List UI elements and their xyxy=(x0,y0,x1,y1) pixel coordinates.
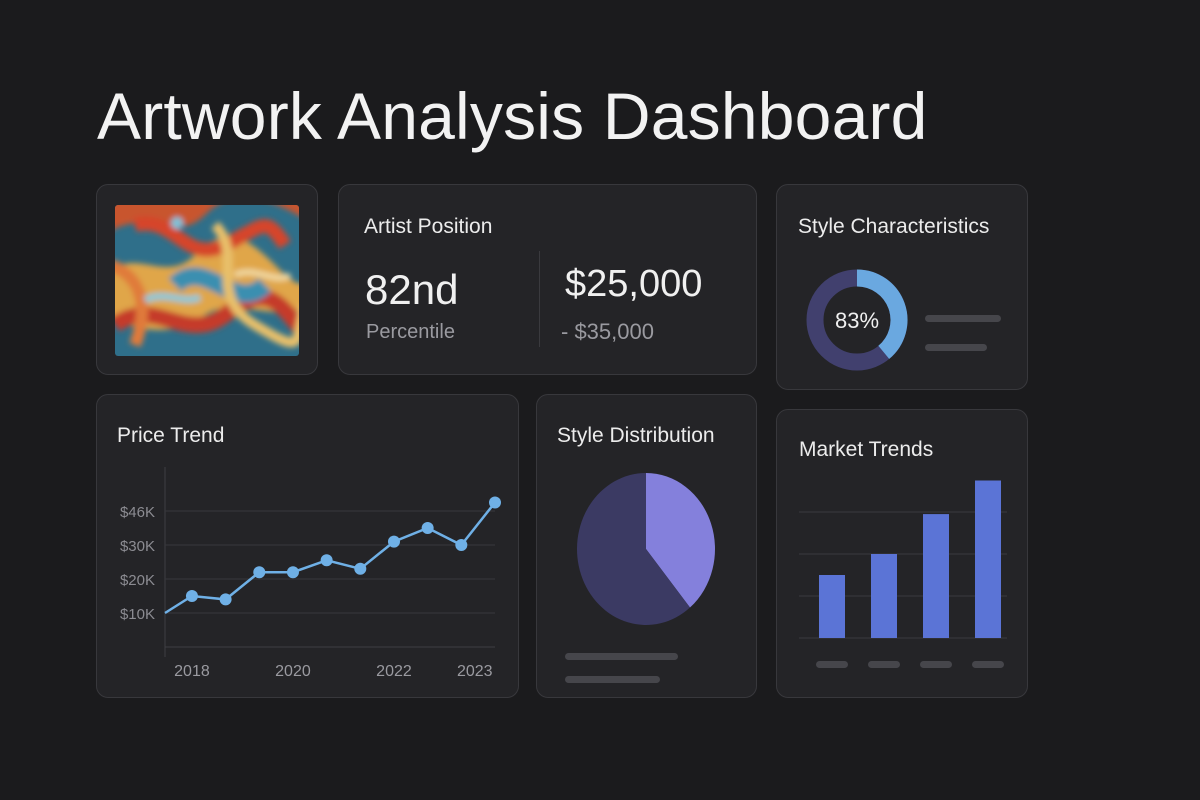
artist-position-card[interactable]: Artist Position 82nd Percentile $25,000 … xyxy=(338,184,757,375)
x-tick-label: 2020 xyxy=(275,663,311,680)
percentile-label: Percentile xyxy=(366,321,455,343)
donut-fill xyxy=(856,269,908,359)
style-donut-chart: 83% xyxy=(806,269,908,371)
y-tick-label: $20K xyxy=(120,572,155,589)
bar xyxy=(819,575,845,638)
market-trends-bar-chart xyxy=(799,480,1007,668)
x-tick-label: 2018 xyxy=(174,663,210,680)
x-tick-label: 2023 xyxy=(457,663,493,680)
data-point xyxy=(354,562,367,575)
market-trends-card[interactable]: Market Trends xyxy=(776,409,1028,698)
percentile-value: 82nd xyxy=(365,266,459,313)
divider xyxy=(539,251,540,347)
data-point xyxy=(253,566,266,579)
y-tick-label: $10K xyxy=(120,606,155,623)
bar xyxy=(923,514,949,638)
artwork-card[interactable] xyxy=(96,184,318,375)
bar-label-placeholder xyxy=(972,661,1004,668)
placeholder-bar xyxy=(925,344,987,351)
data-point xyxy=(489,496,501,509)
price-estimate-range: - $35,000 xyxy=(561,319,654,344)
data-point xyxy=(455,539,468,551)
pie-slice-light xyxy=(646,473,715,608)
data-point xyxy=(185,590,198,602)
abstract-painting-image[interactable] xyxy=(115,205,299,356)
bar xyxy=(975,480,1001,638)
data-point xyxy=(219,593,232,606)
placeholder-bar xyxy=(565,676,660,683)
style-distribution-title: Style Distribution xyxy=(557,424,715,447)
price-trend-title: Price Trend xyxy=(117,424,225,447)
bar-label-placeholder xyxy=(920,661,952,668)
data-point xyxy=(286,566,299,579)
data-point xyxy=(320,554,333,567)
data-point xyxy=(387,535,400,548)
style-characteristics-card[interactable]: Style Characteristics 83% xyxy=(776,184,1028,390)
abstract-painting-icon xyxy=(115,205,299,356)
pie-slice-dark xyxy=(577,473,690,625)
y-tick-label: $30K xyxy=(120,538,155,555)
style-characteristics-title: Style Characteristics xyxy=(798,215,990,238)
placeholder-bar xyxy=(565,653,678,660)
placeholder-bar xyxy=(925,315,1001,322)
style-distribution-card[interactable]: Style Distribution xyxy=(536,394,757,698)
data-point xyxy=(421,522,434,534)
y-tick-label: $46K xyxy=(120,504,155,521)
market-trends-title: Market Trends xyxy=(799,438,934,461)
price-trend-chart: $10K $20K $30K $46K 2018 2020 2022 2023 xyxy=(120,467,501,680)
bar xyxy=(871,554,897,638)
bar-label-placeholder xyxy=(868,661,900,668)
artist-position-title: Artist Position xyxy=(364,215,493,238)
bar-label-placeholder xyxy=(816,661,848,668)
price-trend-card[interactable]: Price Trend $10K $20K $30K $46K 2018 2020 2022… xyxy=(96,394,519,698)
donut-percent-label: 83% xyxy=(835,308,879,333)
page-title: Artwork Analysis Dashboard xyxy=(97,79,928,153)
x-tick-label: 2022 xyxy=(376,663,412,680)
price-estimate-value: $25,000 xyxy=(565,263,703,305)
style-distribution-pie xyxy=(577,473,715,625)
